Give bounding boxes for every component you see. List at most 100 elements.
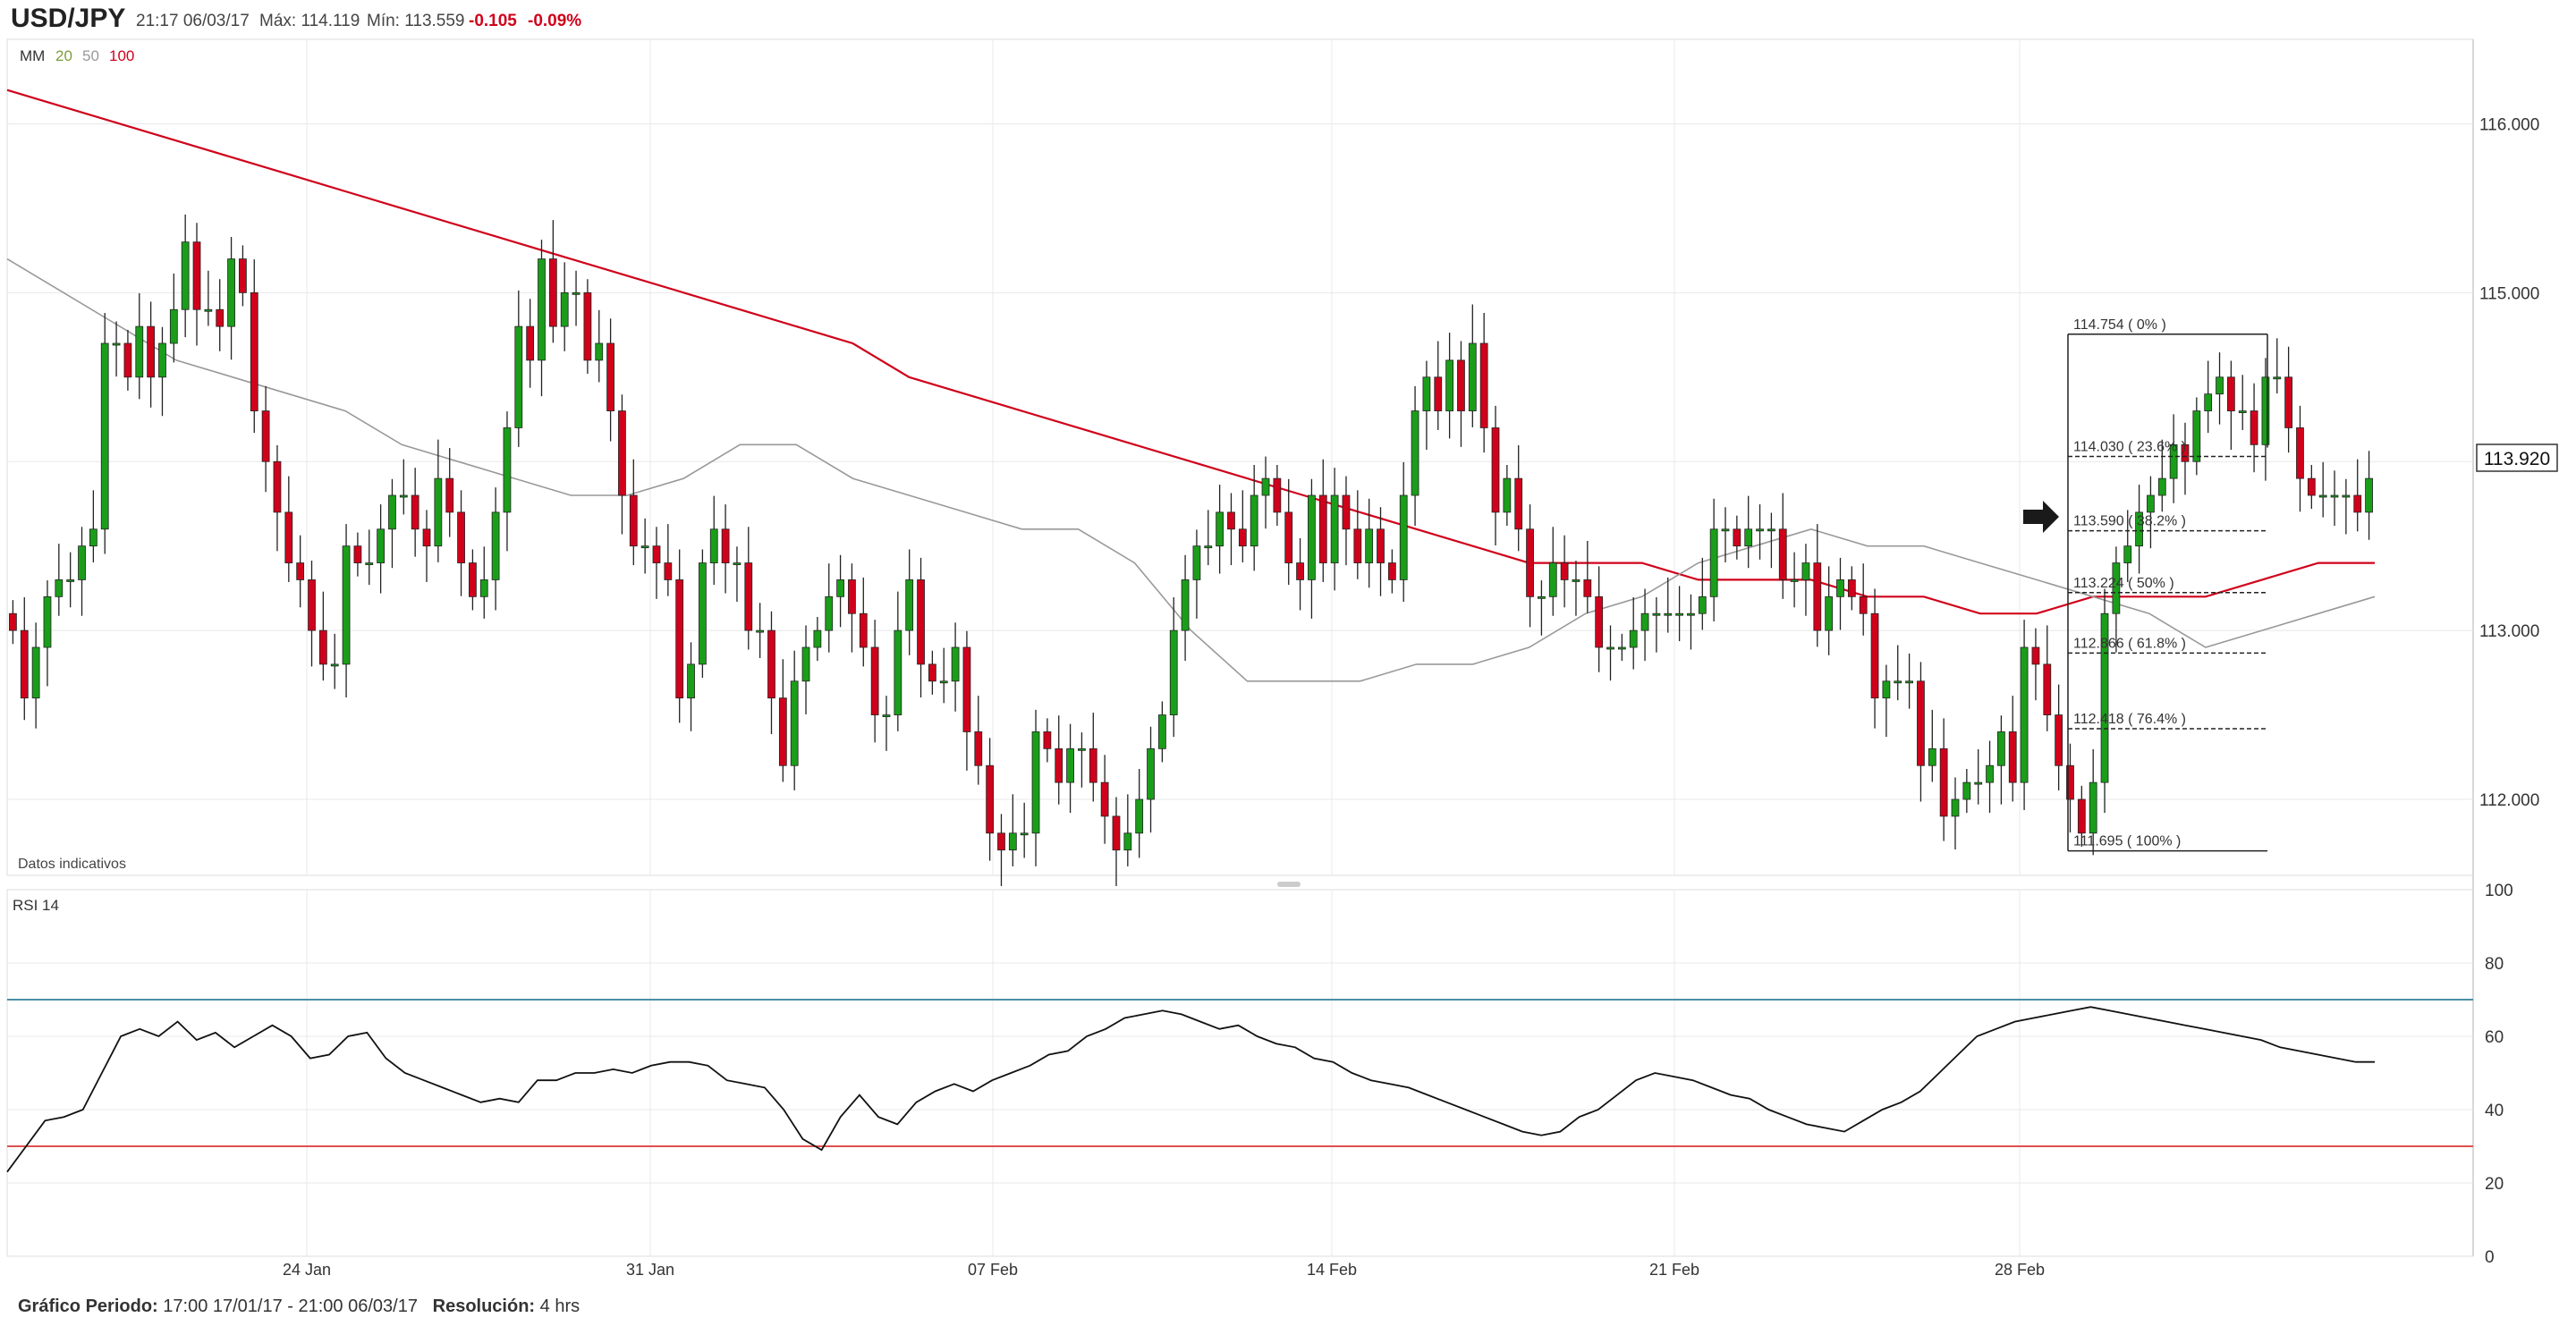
moving-averages bbox=[6, 89, 2376, 682]
candle-up bbox=[1986, 764, 1994, 783]
candle bbox=[1859, 563, 1868, 636]
candle-down bbox=[629, 494, 638, 547]
candle bbox=[1089, 713, 1097, 802]
candle-down bbox=[675, 579, 684, 699]
candle bbox=[618, 394, 626, 535]
candle-up bbox=[1756, 528, 1764, 532]
candle bbox=[1457, 341, 1465, 447]
candle-up bbox=[1905, 680, 1913, 684]
candle bbox=[1399, 461, 1408, 602]
candle-down bbox=[1089, 747, 1097, 783]
candle-up bbox=[687, 663, 695, 699]
candle-up bbox=[1801, 562, 1810, 580]
fib-level-label: 112.418 ( 76.4% ) bbox=[2073, 712, 2186, 727]
candle bbox=[296, 535, 305, 608]
candle bbox=[790, 650, 799, 790]
candle-down bbox=[2008, 731, 2017, 783]
candle bbox=[31, 622, 40, 729]
candle-up bbox=[66, 579, 75, 582]
max-value: Máx: 114.119 bbox=[259, 12, 360, 30]
candle-up bbox=[2169, 443, 2178, 479]
candle bbox=[2055, 684, 2063, 790]
candle bbox=[917, 557, 925, 698]
x-tick-label: 24 Jan bbox=[283, 1261, 331, 1279]
candle bbox=[1986, 740, 1994, 814]
candle-up bbox=[1399, 494, 1408, 580]
rsi-series-line bbox=[6, 1006, 2375, 1173]
candle-down bbox=[1273, 477, 1282, 513]
candle-up bbox=[503, 427, 512, 513]
candle bbox=[1008, 794, 1017, 866]
candle-up bbox=[1538, 595, 1546, 599]
candle bbox=[1721, 507, 1730, 562]
candle-up bbox=[1652, 612, 1661, 616]
candle-up bbox=[399, 494, 408, 498]
price-tick-label: 115.000 bbox=[2479, 284, 2539, 303]
candle bbox=[239, 245, 247, 307]
candle bbox=[1560, 535, 1569, 608]
candle bbox=[1847, 566, 1856, 611]
candle bbox=[1939, 718, 1948, 841]
rsi-line bbox=[6, 1006, 2375, 1173]
candle-down bbox=[2226, 376, 2235, 411]
candle bbox=[2342, 478, 2351, 535]
candle bbox=[318, 591, 327, 681]
candle-down bbox=[974, 731, 983, 766]
panel-resize-handle[interactable] bbox=[1277, 882, 1301, 887]
candle bbox=[1825, 566, 1834, 655]
candle bbox=[1962, 769, 1971, 814]
candle bbox=[1445, 333, 1453, 439]
candle bbox=[1353, 490, 1362, 579]
candle bbox=[1790, 552, 1799, 608]
candle bbox=[733, 546, 741, 602]
rsi-y-axis: 0 20 40 60 80 100 bbox=[2485, 882, 2513, 1267]
candle bbox=[1043, 718, 1052, 763]
candle bbox=[951, 622, 960, 712]
candle-up bbox=[342, 545, 351, 665]
candle bbox=[1157, 701, 1166, 763]
candle bbox=[2169, 414, 2178, 503]
candle bbox=[2261, 358, 2270, 481]
candle bbox=[813, 617, 822, 662]
ma-line bbox=[6, 258, 2376, 682]
rsi-panel-frame bbox=[6, 889, 2474, 1257]
ma-line bbox=[6, 89, 2375, 615]
candle bbox=[870, 620, 879, 743]
candle bbox=[1526, 504, 1534, 628]
candle-up bbox=[1181, 579, 1190, 631]
candle-up bbox=[89, 528, 97, 547]
candle-up bbox=[78, 545, 86, 580]
last-price-tag: 113.920 bbox=[2476, 443, 2558, 472]
candle bbox=[1342, 476, 1351, 566]
candle bbox=[2031, 628, 2040, 701]
candle bbox=[2181, 422, 2190, 495]
candle-up bbox=[112, 342, 121, 346]
candle-up bbox=[801, 646, 810, 682]
candle bbox=[9, 600, 17, 645]
candle bbox=[1250, 465, 1258, 571]
resolution-label: Resolución: bbox=[432, 1296, 536, 1316]
candle bbox=[2147, 476, 2155, 549]
candle-down bbox=[1238, 528, 1247, 547]
candle-up bbox=[640, 545, 649, 549]
candle bbox=[986, 738, 995, 861]
candle bbox=[1917, 662, 1925, 802]
candle-up bbox=[2330, 494, 2339, 498]
symbol-title: USD/JPY bbox=[11, 4, 126, 33]
candle-down bbox=[353, 545, 362, 563]
candle bbox=[422, 510, 431, 582]
candle bbox=[2077, 785, 2086, 847]
candle-down bbox=[261, 410, 270, 462]
candle bbox=[365, 529, 374, 586]
candle-down bbox=[296, 562, 305, 580]
arrow-right-icon bbox=[2023, 501, 2059, 533]
candle-down bbox=[664, 562, 673, 580]
candle-up bbox=[1617, 646, 1626, 650]
candle-up bbox=[2318, 494, 2327, 498]
candle-up bbox=[2112, 562, 2121, 614]
candle bbox=[1020, 802, 1029, 858]
candle-up bbox=[135, 325, 144, 378]
candle-down bbox=[1043, 731, 1052, 749]
x-tick-label: 14 Feb bbox=[1307, 1261, 1357, 1279]
